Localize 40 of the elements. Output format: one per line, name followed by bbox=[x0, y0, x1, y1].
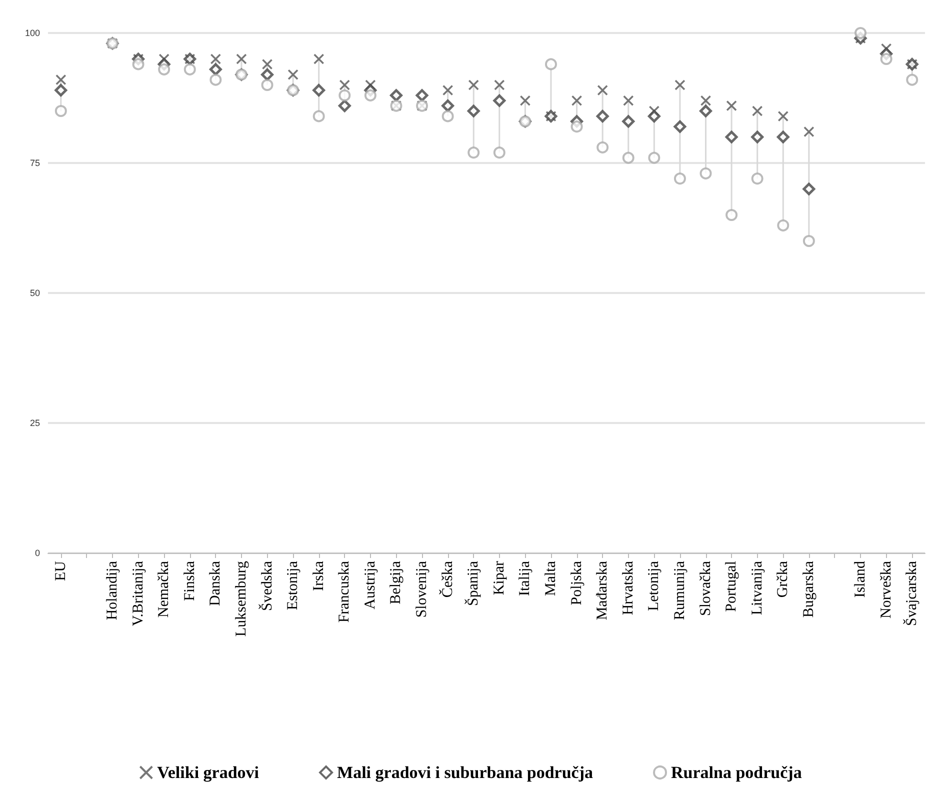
x-tick-label: Švajcarska bbox=[903, 560, 920, 626]
y-tick-label: 100 bbox=[24, 28, 40, 38]
x-tick-label: Austrija bbox=[362, 560, 378, 610]
x-tick-label: Kipar bbox=[491, 561, 508, 596]
x-tick-label: Hrvatska bbox=[620, 560, 636, 616]
x-tick-label: Mađarska bbox=[594, 560, 611, 620]
x-tick-label: Rumunija bbox=[672, 560, 688, 620]
x-tick-label: Bugarska bbox=[800, 560, 817, 618]
x-tick-label: Finska bbox=[182, 560, 198, 602]
x-tick-label: Irska bbox=[310, 560, 327, 591]
x-tick-label: Danska bbox=[208, 560, 224, 606]
x-tick-label: EU bbox=[52, 560, 69, 581]
x-tick-label: Luksemburg bbox=[233, 560, 250, 637]
legend-label: Ruralna područja bbox=[671, 763, 802, 782]
legend-label: Mali gradovi i suburbana područja bbox=[337, 763, 594, 782]
y-tick-label: 75 bbox=[30, 158, 40, 168]
x-tick-label: Estonija bbox=[285, 560, 302, 610]
y-tick-label: 50 bbox=[30, 288, 40, 298]
x-tick-label: Malta bbox=[542, 560, 559, 596]
x-tick-label: Letonija bbox=[646, 560, 662, 611]
x-tick-label: V.Britanija bbox=[130, 560, 146, 626]
x-tick-label: Poljska bbox=[568, 560, 585, 606]
x-tick-label: Francuska bbox=[336, 560, 353, 623]
x-tick-label: Slovenija bbox=[414, 560, 430, 618]
x-tick-label: Italija bbox=[517, 560, 534, 596]
x-tick-label: Belgija bbox=[388, 560, 404, 604]
x-tick-label: Norveška bbox=[878, 560, 894, 618]
x-tick-label: Grčka bbox=[775, 560, 792, 598]
x-tick-label: Slovačka bbox=[698, 560, 714, 616]
x-tick-label: Nemačka bbox=[156, 560, 172, 618]
x-tick-label: Portugal bbox=[724, 561, 740, 612]
x-tick-label: Švedska bbox=[258, 560, 276, 611]
legend-label: Veliki gradovi bbox=[157, 763, 260, 782]
x-tick-label: Češka bbox=[438, 560, 456, 598]
x-tick-label: Holandija bbox=[104, 560, 120, 620]
y-tick-label: 0 bbox=[34, 548, 40, 558]
y-tick-label: 25 bbox=[30, 418, 40, 428]
x-tick-label: Litvanija bbox=[749, 560, 766, 616]
x-tick-label: Island bbox=[852, 560, 869, 598]
x-tick-label: Španija bbox=[464, 560, 482, 606]
